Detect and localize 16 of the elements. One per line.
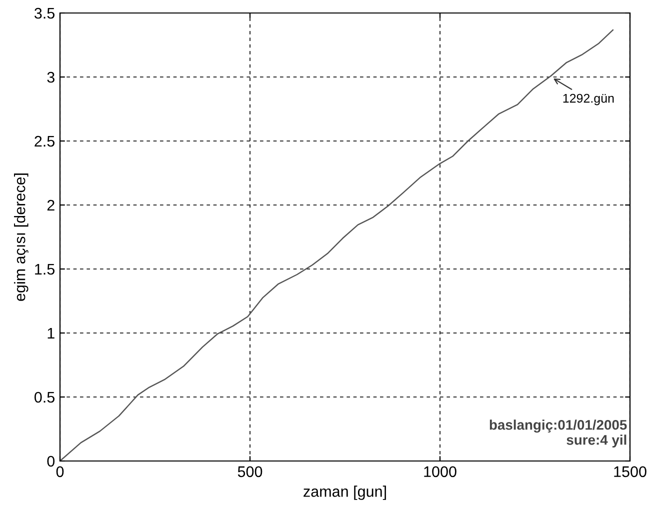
x-tick-label: 500 bbox=[238, 466, 262, 478]
y-tick-label: 1 bbox=[48, 328, 54, 339]
y-tick-label: 0 bbox=[47, 456, 55, 467]
y-tick-label: 2 bbox=[47, 200, 54, 211]
y-tick-label: 3.5 bbox=[34, 8, 54, 19]
annotation: baslangiç:01/01/2005 sure:4 yil bbox=[490, 420, 627, 448]
y-tick-label: 0.5 bbox=[34, 392, 54, 403]
x-axis-title: zaman [gun] bbox=[304, 486, 386, 500]
y-axis-title: egim açısı [derece] bbox=[14, 174, 28, 301]
x-tick-label: 0 bbox=[56, 466, 64, 478]
y-tick-label: 1.5 bbox=[35, 264, 54, 275]
annotation: 1292.gün bbox=[563, 94, 614, 106]
y-tick-label: 2.5 bbox=[34, 136, 54, 147]
x-tick-label: 1000 bbox=[424, 466, 456, 478]
x-tick-label: 1500 bbox=[614, 466, 646, 478]
y-tick-label: 3 bbox=[47, 72, 54, 83]
